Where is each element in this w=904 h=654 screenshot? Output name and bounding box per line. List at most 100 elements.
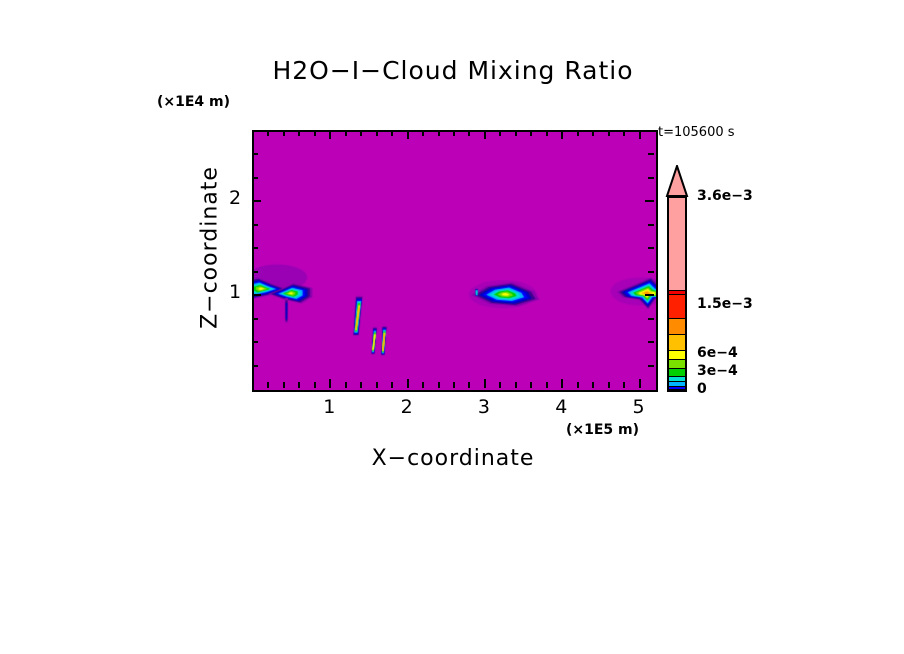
colorbar-band <box>669 386 685 390</box>
tick-mark <box>345 382 347 388</box>
tick-mark <box>453 382 455 388</box>
tick-mark <box>314 382 316 388</box>
tick-mark <box>407 379 409 388</box>
colorbar-band <box>669 318 685 335</box>
tick-mark <box>648 177 654 179</box>
tick-mark <box>252 365 258 367</box>
tick-mark <box>592 382 594 388</box>
tick-mark <box>468 130 470 136</box>
page-title: H2O−I−Cloud Mixing Ratio <box>272 56 634 85</box>
tick-mark <box>252 153 258 155</box>
colorbar-tick-label: 3e−4 <box>697 363 738 379</box>
colorbar <box>667 196 687 392</box>
tick-mark <box>546 382 548 388</box>
tick-mark <box>499 130 501 136</box>
tick-mark <box>252 318 258 320</box>
tick-mark <box>648 271 654 273</box>
tick-mark <box>314 130 316 136</box>
colorbar-band <box>669 390 685 392</box>
tick-mark <box>648 318 654 320</box>
contour-field <box>254 132 656 390</box>
colorbar-band <box>669 377 685 383</box>
tick-mark <box>376 130 378 136</box>
tick-mark <box>561 130 563 139</box>
colorbar-band <box>669 291 685 295</box>
tick-mark <box>329 379 331 388</box>
timestamp-label: t=105600 s <box>658 125 735 140</box>
x-axis-title: X−coordinate <box>371 446 535 471</box>
x-axis-units-label: (×1E5 m) <box>566 422 640 438</box>
tick-mark <box>252 341 258 343</box>
colorbar-tick-label: 6e−4 <box>697 345 738 361</box>
colorbar-band <box>669 198 685 291</box>
tick-mark <box>608 130 610 136</box>
tick-mark <box>438 382 440 388</box>
tick-mark <box>438 130 440 136</box>
colorbar-tick-label: 1.5e−3 <box>697 296 753 312</box>
tick-mark <box>639 130 641 139</box>
tick-mark <box>623 130 625 136</box>
tick-mark <box>546 130 548 136</box>
tick-mark <box>499 382 501 388</box>
tick-mark <box>422 382 424 388</box>
x-tick-label: 1 <box>323 396 336 418</box>
tick-mark <box>530 382 532 388</box>
tick-mark <box>252 200 261 202</box>
tick-mark <box>360 130 362 136</box>
colorbar-band <box>669 351 685 360</box>
tick-mark <box>252 177 258 179</box>
tick-mark <box>484 130 486 139</box>
x-tick-label: 3 <box>477 396 491 418</box>
tick-mark <box>577 130 579 136</box>
tick-mark <box>645 294 654 296</box>
tick-mark <box>252 294 261 296</box>
x-tick-label: 4 <box>555 396 568 418</box>
colorbar-band <box>669 294 685 319</box>
y-tick-label: 2 <box>229 187 242 210</box>
tick-mark <box>252 224 258 226</box>
tick-mark <box>484 379 486 388</box>
tick-mark <box>639 379 641 388</box>
tick-mark <box>267 382 269 388</box>
tick-mark <box>376 382 378 388</box>
tick-mark <box>468 382 470 388</box>
tick-mark <box>298 382 300 388</box>
z-axis-units-label: (×1E4 m) <box>157 94 231 110</box>
x-tick-label: 2 <box>400 396 413 418</box>
colorbar-band <box>669 359 685 369</box>
tick-mark <box>283 130 285 136</box>
tick-mark <box>515 382 517 388</box>
tick-mark <box>561 379 563 388</box>
tick-mark <box>407 130 409 139</box>
tick-mark <box>648 153 654 155</box>
tick-mark <box>267 130 269 136</box>
tick-mark <box>623 382 625 388</box>
tick-mark <box>648 365 654 367</box>
tick-mark <box>391 382 393 388</box>
tick-mark <box>360 382 362 388</box>
colorbar-tick-label: 3.6e−3 <box>697 188 753 204</box>
colorbar-band <box>669 334 685 352</box>
tick-mark <box>648 247 654 249</box>
y-tick-label: 1 <box>229 281 242 304</box>
tick-mark <box>515 130 517 136</box>
tick-mark <box>252 247 258 249</box>
tick-mark <box>648 224 654 226</box>
tick-mark <box>422 130 424 136</box>
tick-mark <box>391 130 393 136</box>
colorbar-band <box>669 368 685 378</box>
y-axis-title: Z−coordinate <box>197 166 223 329</box>
tick-mark <box>608 382 610 388</box>
tick-mark <box>592 130 594 136</box>
x-tick-label: 5 <box>632 396 645 418</box>
colorbar-tick-label: 0 <box>697 381 707 397</box>
colorbar-arrow-tip <box>665 165 689 197</box>
tick-mark <box>453 130 455 136</box>
tick-mark <box>530 130 532 136</box>
contour-plot-area <box>252 130 658 392</box>
colorbar-band <box>669 382 685 387</box>
tick-mark <box>298 130 300 136</box>
tick-mark <box>577 382 579 388</box>
tick-mark <box>329 130 331 139</box>
